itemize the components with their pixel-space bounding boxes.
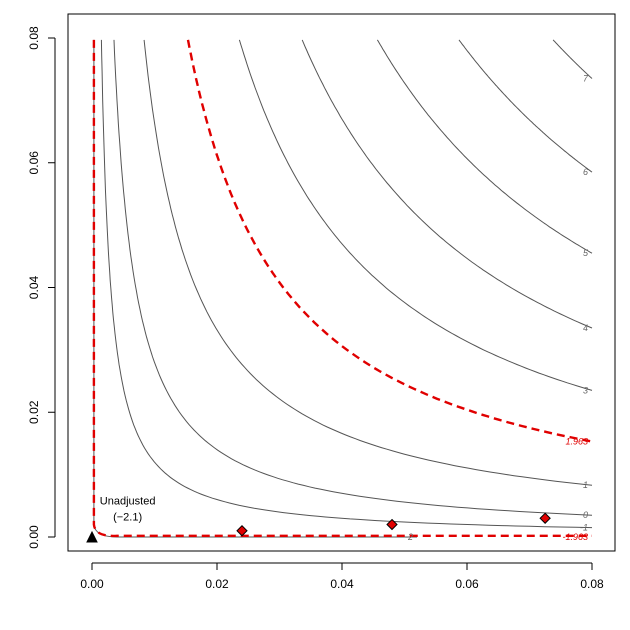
axes: 0.00 0.02 0.04 0.06 0.08 0.000.020.040.060.0… (27, 26, 604, 591)
contour-labels: -2 -1 0 1 3 4 5 6 7 -1.963 1.963 (405, 74, 589, 542)
annotation-line-1: Unadjusted (100, 496, 156, 508)
x-tick-label: 0.04 (330, 577, 354, 591)
y-tick-label: 0.02 (27, 400, 41, 424)
unadjusted-annotation: Unadjusted (−2.1) (100, 496, 156, 524)
contour-label-1: 1 (583, 480, 588, 490)
y-tick-label: 0.00 (27, 525, 41, 549)
contour-label-1.963: 1.963 (565, 437, 588, 447)
contour-line--1.963 (92, 39, 592, 538)
contour-line-6 (458, 39, 593, 173)
diamond-point-1 (386, 518, 398, 531)
x-tick-label: 0.06 (455, 577, 479, 591)
plot-border (67, 13, 616, 552)
x-tick-label: 0.08 (580, 577, 604, 591)
y-tick-label: 0.06 (27, 151, 41, 175)
contour-line-5 (376, 39, 593, 254)
contour-label--1.963: -1.963 (562, 532, 588, 542)
x-tick-label: 0.00 (80, 577, 104, 591)
diamond-point-2 (539, 512, 551, 524)
contour-line--1 (100, 39, 593, 529)
contour-line-1 (143, 39, 593, 486)
data-points (86, 512, 551, 543)
contour-line-1.963 (186, 39, 593, 443)
contour-line-4 (301, 39, 593, 329)
diamond-point-0 (236, 525, 248, 537)
contour-line-3 (238, 39, 593, 391)
contour-label-4: 4 (583, 323, 588, 333)
y-axis: 0.00 0.02 0.04 0.06 0.08 (27, 26, 56, 549)
contour-lines (92, 39, 593, 538)
contour-line-7 (552, 39, 593, 79)
x-tick-label: 0.02 (205, 577, 229, 591)
contour-line--2 (93, 39, 417, 538)
annotation-line-2: (−2.1) (113, 512, 142, 524)
contour-line-0 (113, 39, 593, 516)
y-tick-label: 0.08 (27, 26, 41, 50)
x-axis: 0.00 0.02 0.04 0.06 0.08 (80, 562, 604, 591)
contour-label-7: 7 (583, 74, 589, 84)
contour-label-0: 0 (583, 510, 588, 520)
triangle-point-unadjusted (86, 530, 98, 543)
y-tick-label: 0.04 (27, 275, 41, 299)
contour-label-6: 6 (583, 167, 588, 177)
contour-label-3: 3 (583, 385, 588, 395)
contour-label--2: -2 (405, 532, 413, 542)
contour-label--1: -1 (580, 523, 588, 533)
contour-label-5: 5 (583, 248, 589, 258)
